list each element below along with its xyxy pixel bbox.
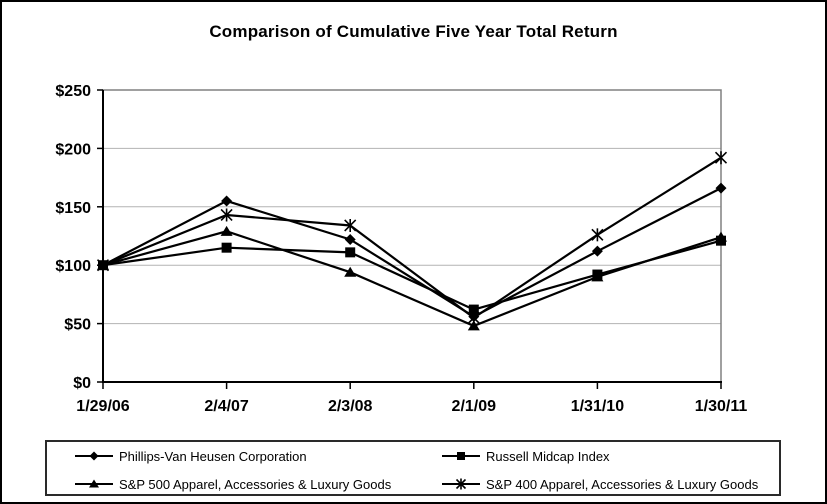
series-line	[102, 156, 722, 320]
legend-label: Russell Midcap Index	[486, 448, 610, 464]
triangle-data-marker	[344, 266, 357, 277]
legend-item: S&P 400 Apparel, Accessories & Luxury Go…	[442, 474, 758, 494]
legend-item: S&P 500 Apparel, Accessories & Luxury Go…	[75, 474, 391, 494]
asterisk-data-marker	[220, 208, 233, 222]
square-data-marker	[592, 269, 603, 280]
legend-label: Phillips-Van Heusen Corporation	[119, 448, 307, 464]
x-axis-label: 2/1/09	[452, 398, 497, 415]
square-data-marker	[716, 235, 726, 246]
asterisk-data-marker	[344, 218, 357, 232]
triangle-data-marker	[220, 225, 233, 236]
y-axis-label: $50	[64, 317, 91, 334]
legend-item: Russell Midcap Index	[442, 446, 610, 466]
square-data-marker	[345, 247, 356, 258]
y-axis-label: $100	[55, 258, 91, 275]
x-axis-label: 1/29/06	[76, 398, 129, 415]
asterisk-data-marker	[591, 228, 604, 242]
diamond-data-marker	[89, 451, 99, 461]
y-axis-label: $250	[55, 83, 91, 100]
chart-title: Comparison of Cumulative Five Year Total…	[209, 22, 618, 41]
diamond-data-marker	[221, 195, 233, 207]
series-line	[102, 239, 722, 311]
diamond-data-marker	[468, 311, 480, 323]
triangle-data-marker	[89, 479, 99, 488]
diamond-data-marker	[344, 234, 356, 246]
square-data-marker	[468, 304, 479, 315]
x-axis-label: 2/3/08	[328, 398, 373, 415]
legend-item: Phillips-Van Heusen Corporation	[75, 446, 307, 466]
legend-label: S&P 500 Apparel, Accessories & Luxury Go…	[119, 476, 392, 492]
square-data-marker	[457, 452, 465, 460]
diamond-data-marker	[715, 182, 727, 194]
square-data-marker	[221, 242, 232, 253]
x-axis-label: 2/4/07	[204, 398, 249, 415]
diamond-marker-icon	[75, 451, 113, 461]
asterisk-data-marker	[455, 478, 467, 490]
diamond-data-marker	[591, 245, 603, 257]
asterisk-marker-icon	[442, 478, 480, 490]
triangle-data-marker	[467, 320, 480, 331]
x-axis-label: 1/31/10	[571, 398, 624, 415]
y-axis-label: $200	[55, 141, 91, 158]
x-axis-label: 1/30/11	[695, 398, 748, 415]
legend: Phillips-Van Heusen Corporation Russell …	[45, 440, 781, 496]
triangle-marker-icon	[75, 479, 113, 488]
square-marker-icon	[442, 452, 480, 460]
asterisk-data-marker	[714, 151, 728, 165]
diamond-data-marker	[97, 259, 109, 271]
legend-label: S&P 400 Apparel, Accessories & Luxury Go…	[486, 476, 759, 492]
y-axis-label: $0	[73, 375, 91, 392]
series-line	[102, 187, 722, 318]
series-line	[102, 230, 722, 328]
y-axis-label: $150	[55, 200, 91, 217]
